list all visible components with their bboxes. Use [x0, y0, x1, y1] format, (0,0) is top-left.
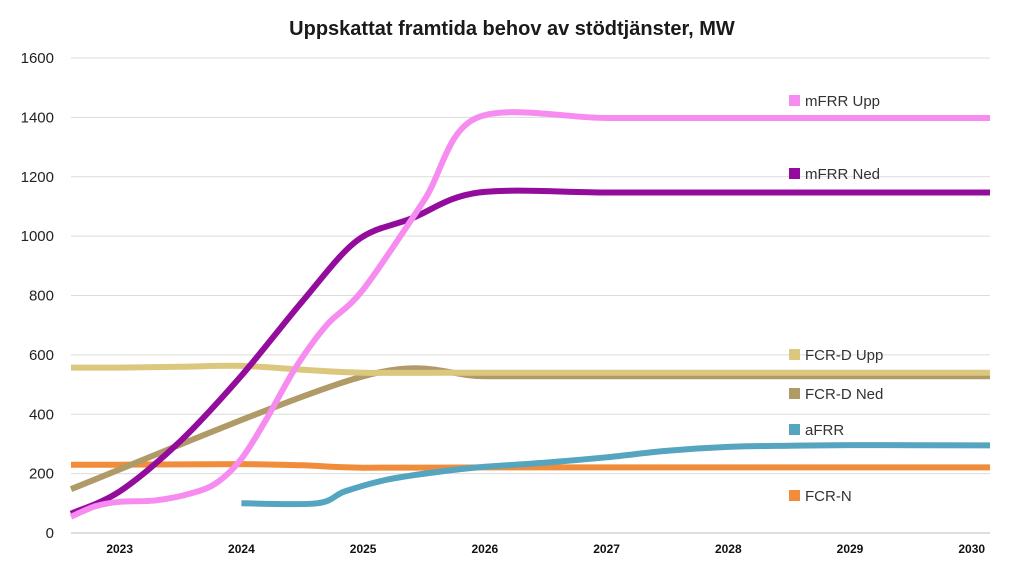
legend-item-afrr: aFRR [789, 422, 844, 439]
legend-item-mfrr-ned: mFRR Ned [789, 166, 880, 183]
x-tick-label: 2027 [593, 542, 620, 556]
y-tick-label: 1600 [21, 50, 54, 67]
y-tick-label: 200 [29, 466, 54, 483]
legend-swatch [789, 490, 800, 501]
legend-label: FCR-D Upp [805, 347, 883, 364]
legend-swatch [789, 95, 800, 106]
chart-title: Uppskattat framtida behov av stödtjänste… [289, 18, 735, 40]
legend-label: aFRR [805, 422, 844, 439]
series-line-fcr-d-ned [69, 365, 990, 492]
legend-item-fcr-d-ned: FCR-D Ned [789, 386, 883, 403]
legend-label: FCR-D Ned [805, 386, 883, 403]
y-tick-label: 600 [29, 347, 54, 364]
x-tick-label: 2026 [472, 542, 499, 556]
x-tick-label: 2024 [228, 542, 255, 556]
y-tick-label: 1000 [21, 228, 54, 245]
legend-label: FCR-N [805, 488, 852, 505]
legend-swatch [789, 388, 800, 399]
series-line-fcr-d-upp [70, 362, 990, 376]
x-tick-label: 2028 [715, 542, 742, 556]
x-tick-label: 2030 [958, 542, 985, 556]
legend-item-fcr-n: FCR-N [789, 488, 852, 505]
x-tick-label: 2025 [350, 542, 377, 556]
legend-item-fcr-d-upp: FCR-D Upp [789, 347, 883, 364]
x-tick-label: 2029 [837, 542, 864, 556]
legend-label: mFRR Upp [805, 93, 880, 110]
series-line-afrr [241, 442, 991, 508]
legend-swatch [789, 349, 800, 360]
legend-item-mfrr-upp: mFRR Upp [789, 93, 880, 110]
x-tick-label: 2023 [106, 542, 133, 556]
legend-swatch [789, 168, 800, 179]
legend-label: mFRR Ned [805, 166, 880, 183]
series-line-mfrr-upp [69, 109, 990, 520]
legend-swatch [789, 424, 800, 435]
y-tick-label: 1200 [21, 169, 54, 186]
y-tick-label: 1400 [21, 109, 54, 126]
y-tick-label: 0 [46, 525, 54, 542]
y-tick-label: 800 [29, 288, 54, 305]
y-tick-label: 400 [29, 406, 54, 423]
